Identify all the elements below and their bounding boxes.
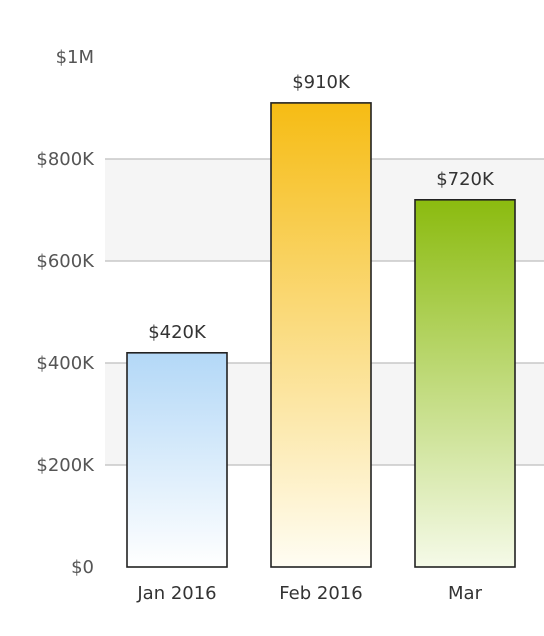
data-label: $420K	[148, 322, 207, 343]
data-label: $720K	[436, 169, 495, 190]
bars	[126, 102, 516, 568]
x-category-label: Mar	[448, 583, 483, 604]
data-label: $910K	[292, 72, 351, 93]
bar-mar[interactable]	[414, 199, 516, 568]
bar-jan-2016[interactable]	[126, 351, 228, 568]
data-labels: $420K $910K $720K	[148, 72, 495, 343]
y-tick-label: $400K	[36, 353, 95, 374]
y-tick-label: $0	[71, 557, 94, 578]
y-tick-label: $200K	[36, 455, 95, 476]
y-axis-tick-labels: $0 $200K $400K $600K $800K $1M	[36, 47, 95, 578]
y-tick-label: $800K	[36, 149, 95, 170]
x-category-label: Jan 2016	[136, 583, 216, 604]
x-category-label: Feb 2016	[279, 583, 362, 604]
y-tick-label: $1M	[56, 47, 94, 68]
bar-feb-2016[interactable]	[270, 102, 372, 568]
x-axis-category-labels: Jan 2016 Feb 2016 Mar	[136, 583, 482, 604]
y-tick-label: $600K	[36, 251, 95, 272]
